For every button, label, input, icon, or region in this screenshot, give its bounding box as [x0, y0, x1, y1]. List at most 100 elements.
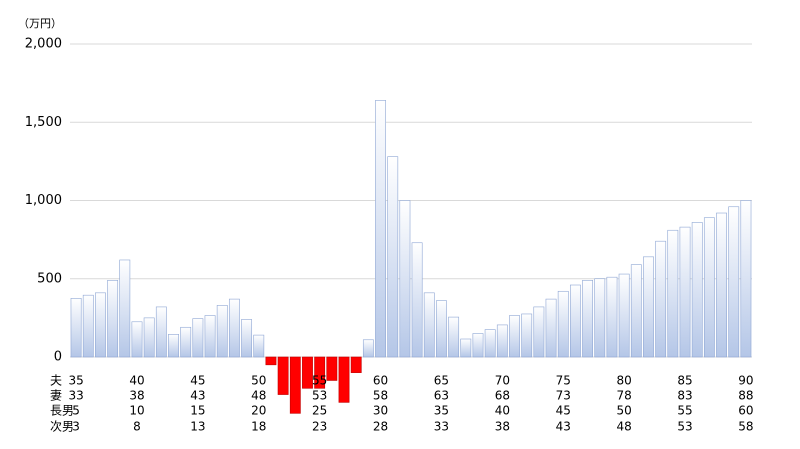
x-tick-label: 55: [312, 374, 327, 388]
x-tick-label: 63: [434, 389, 449, 403]
x-tick-label: 15: [190, 404, 205, 418]
bar: [630, 264, 642, 358]
bar: [326, 356, 338, 381]
bar: [679, 226, 691, 358]
x-tick-label: 23: [312, 420, 327, 434]
y-tick-label: 500: [37, 271, 62, 286]
x-tick-label: 33: [434, 420, 449, 434]
bar: [533, 306, 545, 358]
x-tick-label: 38: [495, 420, 510, 434]
bar: [399, 200, 411, 358]
x-tick-label: 75: [556, 374, 571, 388]
x-tick-label: 53: [312, 389, 327, 403]
x-tick-label: 18: [251, 420, 266, 434]
x-tick-label: 3: [72, 420, 80, 434]
bar: [253, 334, 265, 358]
x-tick-label: 35: [434, 404, 449, 418]
bar: [95, 292, 106, 358]
x-tick-label: 5: [72, 404, 80, 418]
bar: [277, 356, 289, 395]
x-tick-label: 70: [495, 374, 510, 388]
x-tick-label: 43: [190, 389, 205, 403]
x-tick-label: 40: [129, 374, 144, 388]
x-tick-label: 83: [677, 389, 692, 403]
bar: [143, 317, 155, 358]
y-tick-label: 2,000: [25, 37, 62, 52]
x-tick-label: 13: [190, 420, 205, 434]
bar: [82, 294, 94, 358]
y-tick-label: 1,000: [25, 193, 62, 208]
bar: [289, 356, 301, 414]
x-tick-label: 45: [556, 404, 571, 418]
bar: [521, 313, 533, 358]
x-tick-label: 50: [251, 374, 266, 388]
bar: [387, 156, 399, 358]
bar: [484, 329, 496, 358]
x-tick-label: 65: [434, 374, 449, 388]
y-unit: （万円）: [18, 17, 62, 30]
x-tick-label: 35: [68, 374, 83, 388]
x-tick-label: 50: [616, 404, 631, 418]
x-tick-label: 33: [68, 389, 83, 403]
x-tick-label: 28: [373, 420, 388, 434]
bar: [618, 273, 630, 358]
bar: [691, 222, 703, 358]
bar: [265, 356, 277, 366]
y-tick-label: 0: [54, 350, 62, 365]
bar: [314, 356, 326, 389]
x-tick-label: 40: [495, 404, 510, 418]
x-tick-label: 20: [251, 404, 266, 418]
x-tick-label: 55: [677, 404, 692, 418]
bar: [655, 240, 667, 358]
x-tick-label: 58: [738, 420, 753, 434]
bar: [740, 200, 752, 358]
bar: [180, 326, 192, 358]
bar: [338, 356, 350, 403]
x-tick-label: 38: [129, 389, 144, 403]
bar: [131, 321, 143, 358]
bar: [643, 256, 654, 358]
bar: [667, 229, 679, 358]
bar: [192, 318, 204, 358]
bar: [362, 339, 374, 358]
bar: [594, 278, 606, 358]
bar: [606, 276, 618, 358]
row-name: 妻: [50, 389, 62, 403]
x-tick-label: 48: [251, 389, 266, 403]
bar: [545, 298, 557, 358]
x-tick-label: 73: [556, 389, 571, 403]
x-tick-label: 68: [495, 389, 510, 403]
bar: [119, 259, 131, 358]
x-tick-label: 58: [373, 389, 388, 403]
bar: [350, 356, 362, 373]
bar: [70, 298, 82, 358]
x-tick-label: 25: [312, 404, 327, 418]
bar: [728, 206, 740, 358]
x-tick-label: 85: [677, 374, 692, 388]
x-tick-label: 45: [190, 374, 205, 388]
bar: [569, 284, 581, 358]
x-tick-label: 30: [373, 404, 388, 418]
bar: [460, 338, 472, 358]
row-name: 長男: [50, 404, 74, 418]
bar: [496, 324, 508, 358]
x-tick-label: 60: [738, 404, 753, 418]
bar: [582, 280, 594, 358]
x-tick-label: 88: [738, 389, 753, 403]
bar: [216, 305, 228, 358]
bar: [509, 315, 520, 358]
bar: [716, 212, 727, 358]
bar: [448, 316, 460, 358]
x-tick-label: 78: [616, 389, 631, 403]
y-tick-label: 1,500: [25, 115, 62, 130]
bar: [703, 217, 715, 358]
bar: [423, 292, 435, 358]
bar: [375, 100, 386, 358]
x-tick-label: 10: [129, 404, 144, 418]
row-name: 夫: [50, 374, 62, 388]
bar: [228, 298, 240, 358]
row-name: 次男: [50, 420, 74, 434]
x-tick-label: 53: [677, 420, 692, 434]
bar: [302, 356, 313, 389]
